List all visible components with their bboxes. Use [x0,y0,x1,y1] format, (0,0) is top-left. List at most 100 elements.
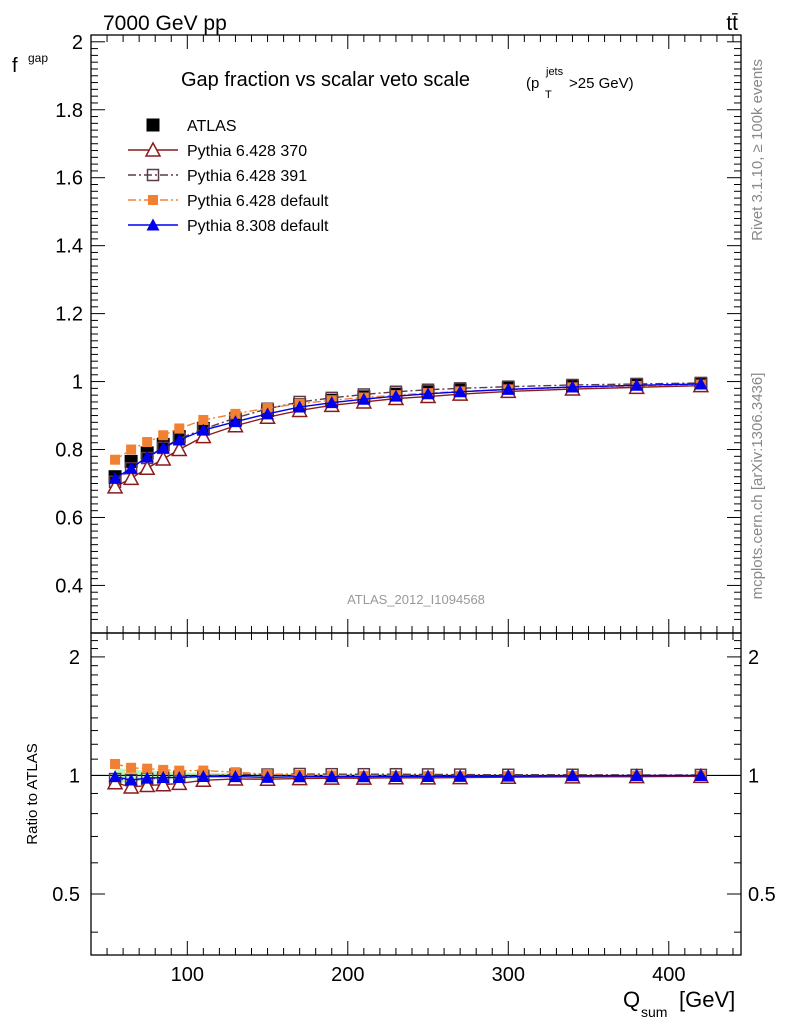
data-point [228,415,242,428]
ratio-y-tick-label: 1 [69,765,80,787]
data-point [389,389,403,402]
data-point [108,471,122,484]
x-axis-label-sub: sum [641,1004,667,1020]
data-point [106,478,124,494]
data-point [453,385,467,398]
y-tick-label: 2 [72,32,83,54]
axis-tick-labels: 100 200 300 400 0.4 0.6 0.8 1 1.2 1.4 1.6 1.8 2 0.5 0.… [52,32,776,986]
energy-label: 7000 GeV pp [103,12,227,35]
ratio-point [453,769,467,782]
y-tick-label: 1 [72,372,83,394]
ratio-point [138,776,156,793]
data-point [195,428,212,444]
ratio-point [154,776,172,792]
ratio-point [174,765,185,776]
data-point [357,392,371,405]
title-cut-open: (p [526,75,539,92]
ratio-series-layer [106,758,710,794]
ratio-point [694,768,708,781]
data-point [158,430,169,441]
legend-label: ATLAS [187,118,237,135]
ratio-point [110,758,121,769]
y-tick-label: 1.6 [55,168,83,190]
x-tick-label: 100 [171,964,204,986]
ratio-point [293,770,307,783]
ratio-point [124,773,138,786]
ratio-y-tick-label-right: 1 [748,765,759,787]
title-cut-sup: jets [545,66,564,78]
legend-marker [146,168,160,182]
data-point [138,459,156,475]
data-point [293,400,307,413]
y-tick-label: 0.6 [55,507,83,529]
data-point [126,444,137,455]
ratio-point [261,770,275,783]
ratio-line-2 [115,773,701,781]
ratio-point [140,771,154,784]
legend-label: Pythia 6.428 391 [187,168,307,185]
analysis-watermark: ATLAS_2012_I1094568 [347,592,485,607]
y-axis-label-main-sub: gap [28,51,48,65]
x-axis-label-unit: [GeV] [679,987,735,1012]
ratio-point [357,770,371,783]
data-point [196,423,210,436]
legend-marker [144,141,162,157]
ratio-point [501,769,515,782]
rivet-version-label: Rivet 3.1.10, ≥ 100k events [749,59,766,241]
y-tick-label: 0.4 [55,575,83,597]
ratio-plot-frame [90,632,742,956]
ratio-point [196,769,210,782]
x-tick-label: 200 [331,964,364,986]
x-tick-label: 300 [492,964,525,986]
data-point [565,380,579,393]
data-point [694,377,708,390]
data-point [171,440,188,457]
ratio-point [565,769,579,782]
ratio-point [122,778,140,794]
ratio-y-tick-label-right: 2 [748,647,759,669]
data-point [501,382,515,395]
ratio-point [106,774,124,790]
process-label: tt̄ [726,12,738,35]
data-point [172,433,186,446]
ratio-y-tick-label: 0.5 [52,884,80,906]
ratio-point [172,771,186,784]
data-point [174,423,185,434]
chart-title: Gap fraction vs scalar veto scale [181,69,470,91]
y-axis-label-ratio: Ratio to ATLAS [24,743,41,844]
legend-marker [146,118,160,132]
y-tick-label: 1.8 [55,100,83,122]
ratio-point [421,770,435,783]
ratio-point [126,762,137,773]
y-tick-label: 1.2 [55,304,83,326]
data-point [198,414,209,425]
main-series-layer [106,376,710,494]
legend-marker [146,218,160,231]
y-tick-label: 1.4 [55,236,83,258]
ratio-y-tick-label-right: 0.5 [748,884,776,906]
ratio-y-tick-label: 2 [69,647,80,669]
title-cut-close: >25 GeV) [569,75,634,92]
ratio-point [156,771,170,784]
legend-label: Pythia 8.308 default [187,218,329,235]
data-point [140,450,154,463]
ratio-point [108,770,122,783]
ratio-point [158,764,169,775]
data-point [124,461,138,474]
ratio-point [630,769,644,782]
data-point [261,407,275,420]
data-point [325,396,339,409]
legend-label: Pythia 6.428 default [187,193,329,210]
data-point [142,437,153,448]
data-point [110,454,121,465]
ratio-point [389,770,403,783]
title-cut-sub: T [545,89,552,101]
y-axis-label-main: f [12,55,18,77]
data-point [421,387,435,400]
x-tick-label: 400 [652,964,685,986]
legend: ATLAS Pythia 6.428 370 Pythia 6.428 391 Pyt… [128,118,329,235]
legend-marker [148,195,158,205]
data-point [124,454,138,468]
x-axis-label: Q [623,987,640,1012]
